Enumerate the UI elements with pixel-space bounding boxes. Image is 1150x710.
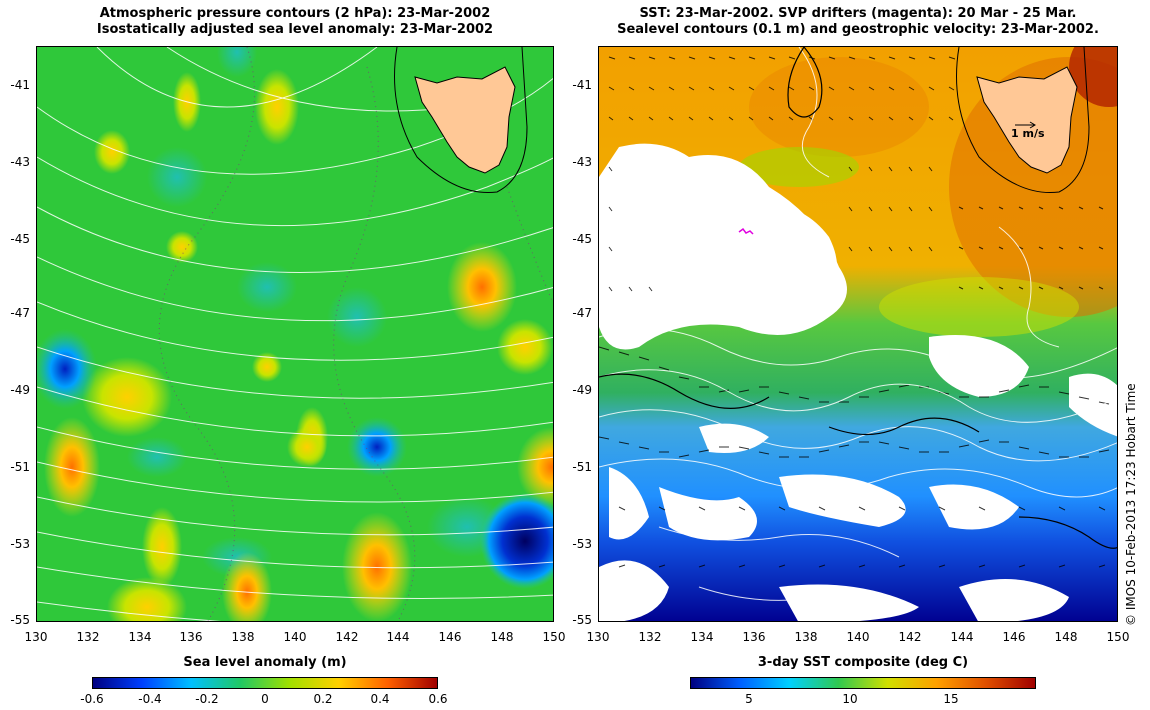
sea-level-colorbar-title: Sea level anomaly (m) xyxy=(183,655,347,670)
x-tick: 134 xyxy=(128,630,152,644)
y-tick: -55 xyxy=(572,613,592,627)
y-tick: -49 xyxy=(572,383,592,397)
credit-text: © IMOS 10-Feb-2013 17:23 Hobart Time xyxy=(1124,383,1138,626)
y-tick: -51 xyxy=(572,460,592,474)
colorbar-label: 0.2 xyxy=(313,692,333,706)
sst-map: 1 m/s xyxy=(598,46,1118,622)
x-tick: 132 xyxy=(76,630,100,644)
x-tick: 130 xyxy=(24,630,48,644)
colorbar-label: 15 xyxy=(943,692,959,706)
x-tick: 148 xyxy=(490,630,514,644)
left-title-line1: Atmospheric pressure contours (2 hPa): 2… xyxy=(99,6,491,21)
y-tick: -51 xyxy=(10,460,30,474)
colorbar-label: 5 xyxy=(745,692,753,706)
x-tick: 142 xyxy=(335,630,359,644)
x-tick: 142 xyxy=(898,630,922,644)
x-tick: 146 xyxy=(438,630,462,644)
drifter-track xyxy=(738,227,754,235)
right-map-title: SST: 23-Mar-2002. SVP drifters (magenta)… xyxy=(598,6,1118,38)
colorbar-label: -0.4 xyxy=(138,692,162,706)
y-tick: -43 xyxy=(572,155,592,169)
tasmania-landmass xyxy=(414,66,516,174)
x-tick: 144 xyxy=(386,630,410,644)
colorbar-label: 10 xyxy=(842,692,858,706)
y-tick: -41 xyxy=(10,78,30,92)
y-tick: -55 xyxy=(10,613,30,627)
x-tick: 136 xyxy=(742,630,766,644)
x-tick: 138 xyxy=(231,630,255,644)
right-title-line2: Sealevel contours (0.1 m) and geostrophi… xyxy=(617,22,1099,37)
y-tick: -53 xyxy=(572,537,592,551)
x-tick: 148 xyxy=(1054,630,1078,644)
colorbar-label: 0 xyxy=(261,692,269,706)
x-tick: 150 xyxy=(542,630,566,644)
colorbar-label: -0.6 xyxy=(80,692,104,706)
x-tick: 136 xyxy=(179,630,203,644)
sst-colorbar xyxy=(690,677,1036,689)
y-tick: -47 xyxy=(10,306,30,320)
x-tick: 140 xyxy=(846,630,870,644)
tasmania-landmass xyxy=(976,66,1078,174)
colorbar-label: 0.6 xyxy=(428,692,448,706)
y-tick: -47 xyxy=(572,306,592,320)
colorbar-label: 0.4 xyxy=(370,692,390,706)
right-title-line1: SST: 23-Mar-2002. SVP drifters (magenta)… xyxy=(639,6,1077,21)
y-tick: -45 xyxy=(10,232,30,246)
x-tick: 146 xyxy=(1002,630,1026,644)
left-map-title: Atmospheric pressure contours (2 hPa): 2… xyxy=(36,6,554,38)
sst-colorbar-title: 3-day SST composite (deg C) xyxy=(757,655,969,670)
sea-level-anomaly-map xyxy=(36,46,554,622)
sea-level-colorbar xyxy=(92,677,438,689)
x-tick: 138 xyxy=(794,630,818,644)
velocity-scale-label: 1 m/s xyxy=(1011,127,1045,140)
y-tick: -45 xyxy=(572,232,592,246)
y-tick: -41 xyxy=(572,78,592,92)
y-tick: -49 xyxy=(10,383,30,397)
velocity-scale-arrow xyxy=(1015,121,1036,129)
x-tick: 144 xyxy=(950,630,974,644)
x-tick: 130 xyxy=(586,630,610,644)
x-tick: 134 xyxy=(690,630,714,644)
colorbar-label: -0.2 xyxy=(195,692,219,706)
x-tick: 150 xyxy=(1106,630,1130,644)
left-title-line2: Isostatically adjusted sea level anomaly… xyxy=(96,22,494,37)
x-tick: 140 xyxy=(283,630,307,644)
y-tick: -43 xyxy=(10,155,30,169)
x-tick: 132 xyxy=(638,630,662,644)
y-tick: -53 xyxy=(10,537,30,551)
